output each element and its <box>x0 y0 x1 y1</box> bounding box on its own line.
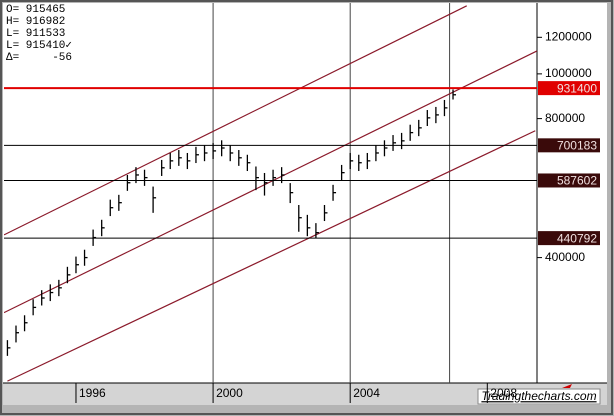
y-tick-label: 1200000 <box>545 29 592 43</box>
y-tick-label: 1000000 <box>545 66 592 80</box>
level-label: 440792 <box>557 231 597 245</box>
plot <box>4 3 537 383</box>
badge-arrow <box>562 384 572 388</box>
x-tick-label: 1996 <box>79 386 106 400</box>
level-label-box <box>538 173 600 188</box>
watermark-badge <box>477 388 601 405</box>
plot-background <box>3 3 607 383</box>
level-label-box <box>538 138 600 153</box>
level-label-box <box>538 231 600 246</box>
level-label: 587602 <box>557 174 597 188</box>
trendline <box>7 130 536 382</box>
level-label: 931400 <box>557 81 597 95</box>
readout-line: O= 915465 <box>6 4 65 16</box>
readout-line: L= 911533 <box>6 28 65 40</box>
trendline <box>4 5 467 236</box>
x-axis-strip <box>3 383 607 405</box>
readout-line: H= 916982 <box>6 16 65 28</box>
readout-line: Δ= -56 <box>6 52 72 64</box>
level-label-box <box>538 81 600 96</box>
y-tick-label: 800000 <box>545 111 585 125</box>
x-tick-label: 2000 <box>216 386 243 400</box>
watermark: Tradingthecharts.com <box>481 389 596 403</box>
x-tick-label: 2004 <box>353 386 380 400</box>
level-label: 700183 <box>557 139 597 153</box>
x-tick-label: 2008 <box>490 386 517 400</box>
readout-line: L= 915410✓ <box>6 40 72 52</box>
y-tick-label: 400000 <box>545 250 585 264</box>
trendline <box>4 50 537 314</box>
